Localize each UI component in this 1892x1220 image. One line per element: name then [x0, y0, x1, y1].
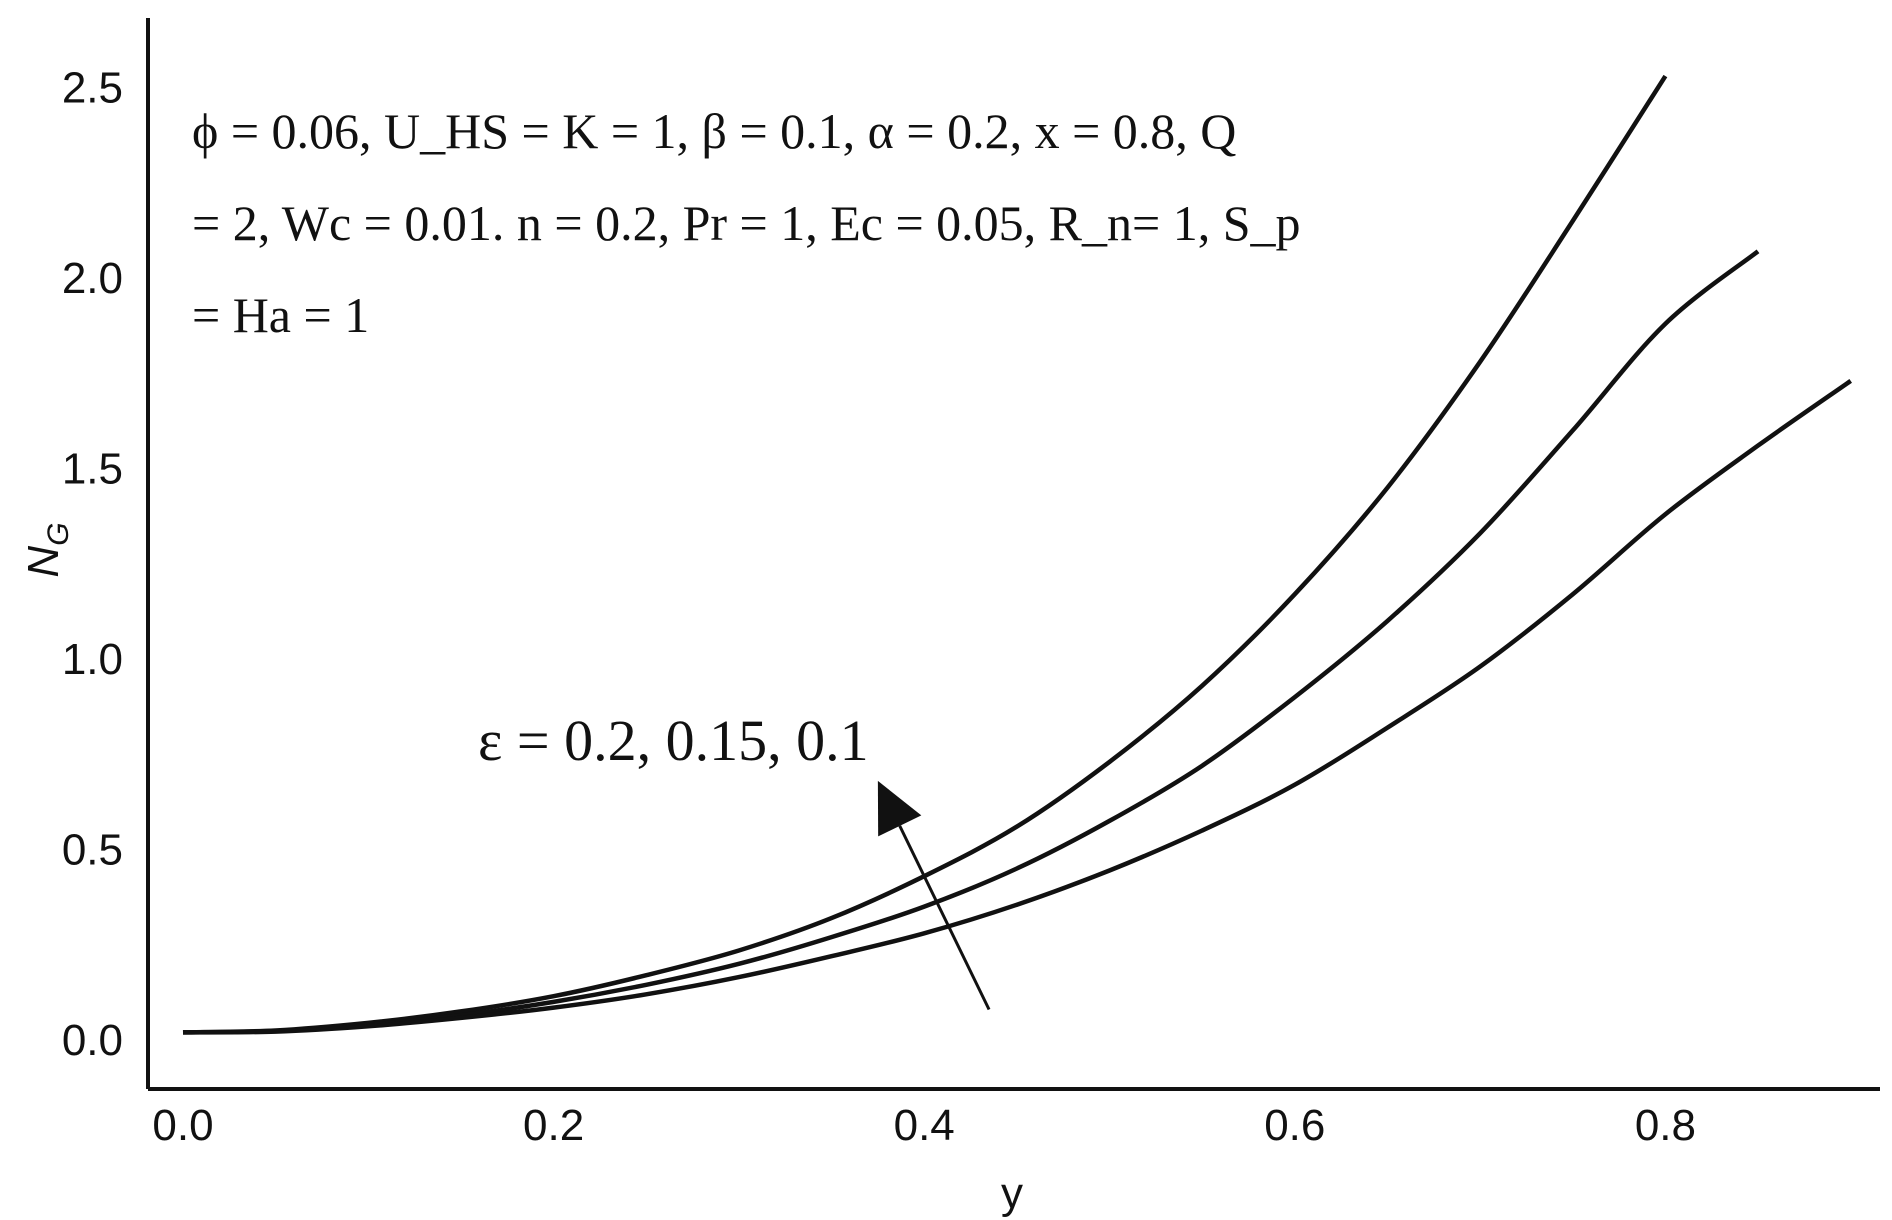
x-tick-label: 0.8 [1635, 1101, 1696, 1150]
epsilon-arrow [877, 780, 991, 1011]
series-line [182, 379, 1852, 1035]
y-tick-labels: 0.0 0.5 1.0 1.5 2.0 2.5 [62, 64, 123, 1066]
axes [146, 18, 1880, 1091]
curves [182, 74, 1852, 1035]
annotation-line-1: ϕ = 0.06, U_HS = K = 1, β = 0.1, α = 0.2… [192, 103, 1236, 159]
x-tick-label: 0.0 [152, 1101, 213, 1150]
x-axis-title: y [1001, 1169, 1023, 1218]
y-axis-title-subscript: G [42, 522, 75, 545]
x-tick-label: 0.4 [894, 1101, 955, 1150]
arrow-head [877, 780, 922, 837]
x-tick-labels: 0.0 0.2 0.4 0.6 0.8 [152, 1101, 1696, 1150]
y-axis-title: NG [19, 522, 75, 577]
y-tick-label: 0.5 [62, 826, 123, 875]
parameter-annotation: ϕ = 0.06, U_HS = K = 1, β = 0.1, α = 0.2… [192, 103, 1301, 343]
x-tick-label: 0.2 [523, 1101, 584, 1150]
arrow-shaft [898, 825, 991, 1011]
annotation-line-2: = 2, Wc = 0.01. n = 0.2, Pr = 1, Ec = 0.… [192, 195, 1301, 251]
y-tick-label: 2.0 [62, 254, 123, 303]
annotation-line-3: = Ha = 1 [192, 287, 369, 343]
y-tick-label: 1.5 [62, 445, 123, 494]
series-line [182, 74, 1668, 1035]
x-tick-label: 0.6 [1264, 1101, 1325, 1150]
y-axis-title-main: N [19, 546, 68, 578]
y-tick-label: 0.0 [62, 1016, 123, 1065]
epsilon-arrow-label: ε = 0.2, 0.15, 0.1 [478, 708, 869, 773]
series-line [182, 249, 1760, 1035]
y-tick-label: 2.5 [62, 64, 123, 113]
y-tick-label: 1.0 [62, 635, 123, 684]
